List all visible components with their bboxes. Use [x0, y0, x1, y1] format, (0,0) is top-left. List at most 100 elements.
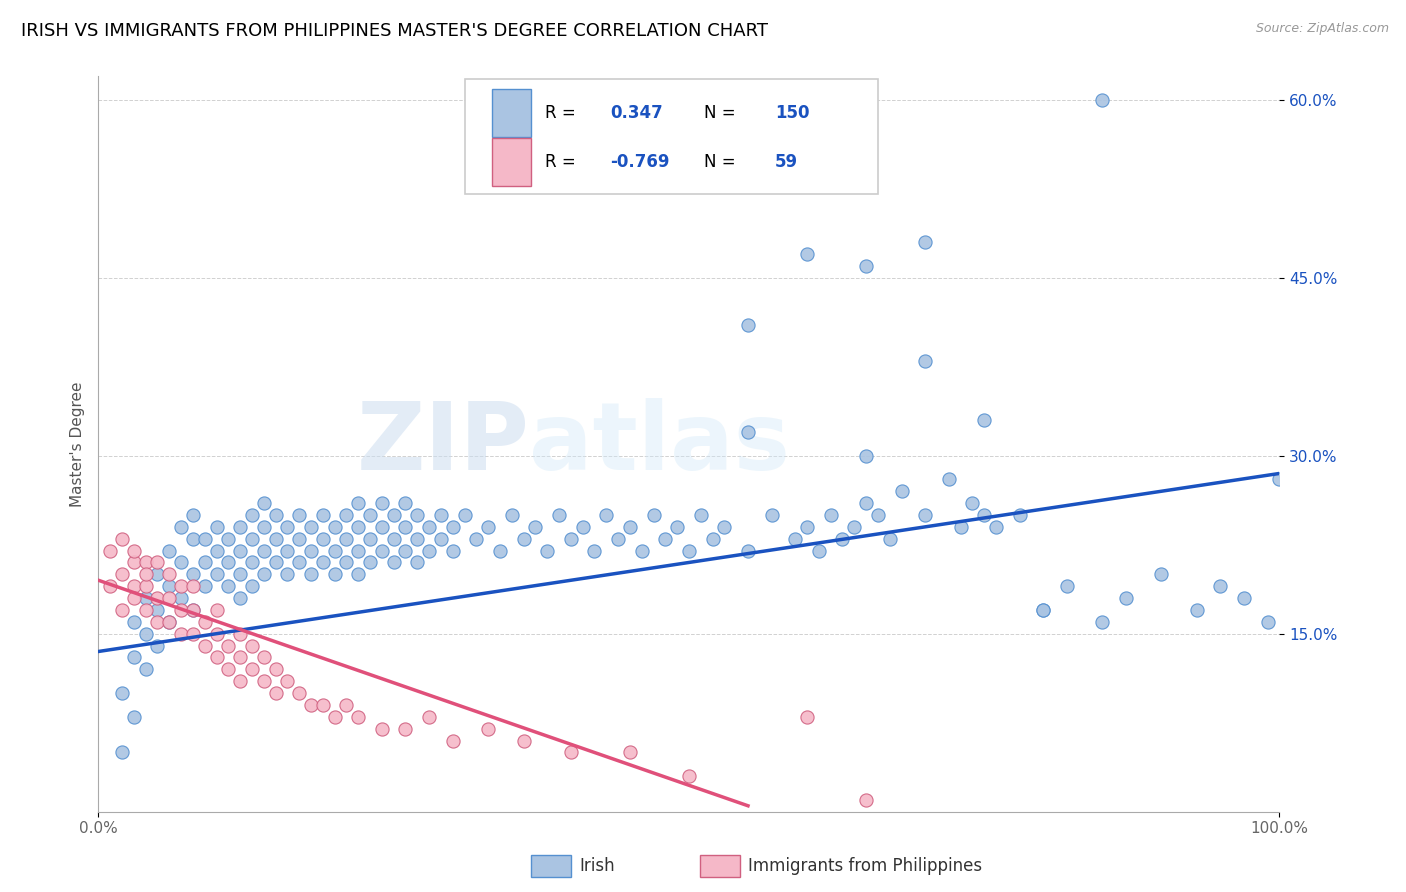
Point [229, 567, 252, 582]
Point [737, 318, 759, 332]
Point [276, 674, 298, 689]
Point [146, 591, 169, 605]
Point [323, 543, 346, 558]
Point [205, 567, 228, 582]
Point [181, 532, 204, 546]
Point [595, 508, 617, 522]
Point [335, 508, 357, 522]
Point [170, 591, 193, 605]
Point [796, 247, 818, 261]
Point [111, 567, 134, 582]
Text: N =: N = [704, 104, 735, 122]
Point [288, 532, 311, 546]
Point [135, 626, 157, 640]
Point [288, 556, 311, 570]
Point [560, 532, 582, 546]
Point [938, 472, 960, 486]
Point [418, 543, 440, 558]
Point [394, 543, 416, 558]
Point [619, 745, 641, 759]
Point [122, 650, 145, 665]
Point [194, 639, 217, 653]
Point [359, 532, 381, 546]
Point [135, 603, 157, 617]
Point [253, 543, 276, 558]
Point [654, 532, 676, 546]
Text: N =: N = [704, 153, 735, 171]
Point [914, 508, 936, 522]
Text: 150: 150 [775, 104, 810, 122]
Point [501, 508, 523, 522]
Point [477, 520, 499, 534]
Point [122, 710, 145, 724]
Text: R =: R = [546, 104, 575, 122]
Point [335, 698, 357, 712]
Point [713, 520, 735, 534]
Point [394, 722, 416, 736]
Point [643, 508, 665, 522]
Point [737, 425, 759, 439]
Text: 0.347: 0.347 [610, 104, 662, 122]
Point [914, 235, 936, 249]
Point [194, 579, 217, 593]
Point [973, 413, 995, 427]
Point [785, 532, 807, 546]
Point [111, 603, 134, 617]
Point [359, 556, 381, 570]
Point [157, 615, 180, 629]
Point [453, 508, 475, 522]
Point [217, 532, 239, 546]
Point [1056, 579, 1078, 593]
Point [312, 532, 335, 546]
Point [371, 520, 394, 534]
Point [820, 508, 842, 522]
Point [1257, 615, 1279, 629]
Point [253, 496, 276, 510]
Point [441, 543, 464, 558]
Point [181, 603, 204, 617]
Text: ZIP: ZIP [357, 398, 530, 490]
Point [406, 508, 429, 522]
Point [382, 532, 405, 546]
Point [323, 567, 346, 582]
Point [418, 710, 440, 724]
Point [1115, 591, 1137, 605]
Point [122, 579, 145, 593]
Point [240, 532, 263, 546]
Point [477, 722, 499, 736]
Point [217, 639, 239, 653]
FancyBboxPatch shape [464, 79, 877, 194]
Point [229, 674, 252, 689]
Point [855, 449, 877, 463]
Point [253, 567, 276, 582]
Point [135, 662, 157, 676]
Point [371, 496, 394, 510]
Point [253, 520, 276, 534]
Point [240, 662, 263, 676]
Point [737, 543, 759, 558]
Point [441, 733, 464, 747]
Point [394, 520, 416, 534]
Point [229, 543, 252, 558]
Point [170, 603, 193, 617]
Point [855, 496, 877, 510]
Point [146, 567, 169, 582]
Point [359, 508, 381, 522]
Point [1209, 579, 1232, 593]
Point [157, 567, 180, 582]
Point [217, 556, 239, 570]
Point [323, 710, 346, 724]
Point [678, 543, 700, 558]
Point [689, 508, 711, 522]
Point [347, 710, 370, 724]
Point [465, 532, 488, 546]
Text: 59: 59 [775, 153, 799, 171]
Point [122, 543, 145, 558]
Point [205, 543, 228, 558]
Point [276, 567, 298, 582]
Point [98, 543, 121, 558]
Point [1233, 591, 1256, 605]
FancyBboxPatch shape [492, 138, 530, 186]
Point [135, 579, 157, 593]
Point [181, 579, 204, 593]
